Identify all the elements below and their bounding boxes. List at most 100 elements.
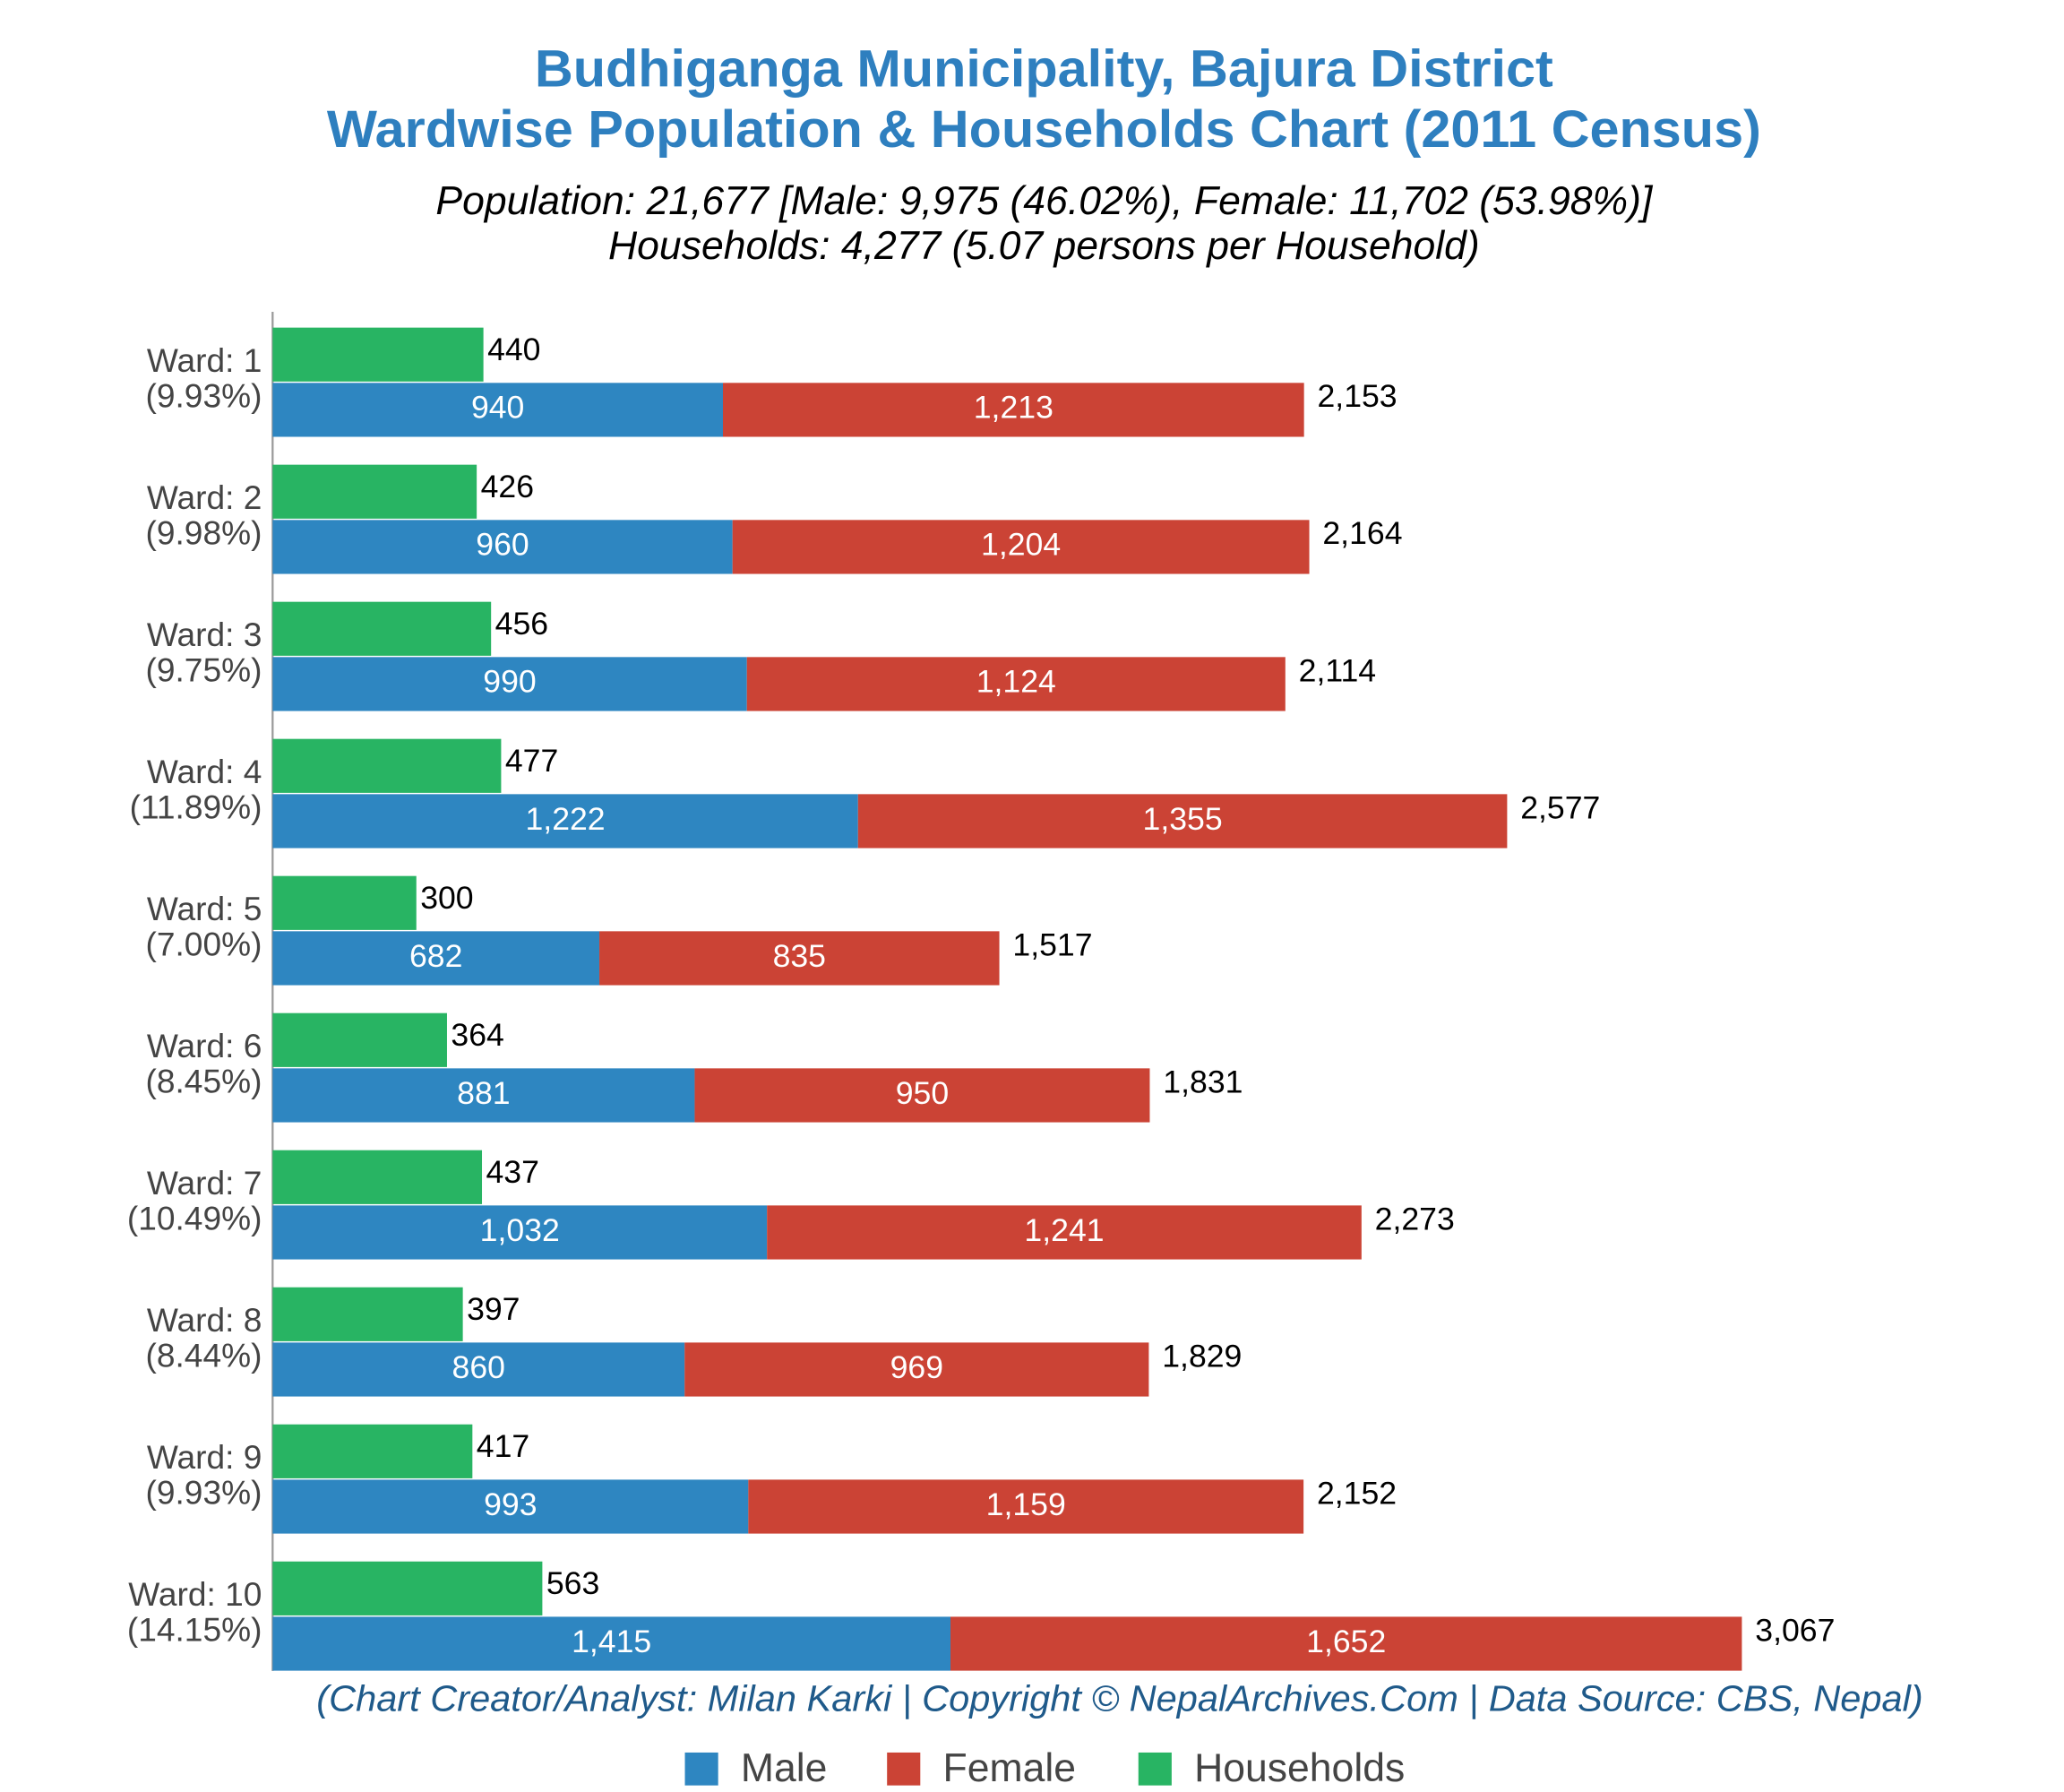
legend-label: Male	[741, 1746, 828, 1790]
data-label: 881	[457, 1075, 510, 1111]
data-label: 563	[546, 1565, 599, 1601]
subtitle: Population: 21,677 [Male: 9,975 (46.02%)…	[435, 179, 1654, 223]
y-tick-label: Ward: 3	[147, 616, 262, 653]
data-label: 1,204	[981, 527, 1061, 563]
bar	[272, 327, 484, 382]
bar	[272, 1342, 685, 1397]
y-tick-label: (11.89%)	[130, 789, 262, 826]
y-tick-label: (7.00%)	[146, 926, 262, 963]
subtitle: Households: 4,277 (5.07 persons per Hous…	[608, 224, 1480, 268]
data-label: 477	[505, 743, 558, 779]
data-label: 417	[477, 1428, 529, 1464]
bar	[272, 738, 502, 793]
y-tick-label: Ward: 1	[147, 342, 262, 379]
data-label: 835	[773, 938, 826, 974]
total-label: 2,152	[1317, 1475, 1397, 1511]
y-tick-label: Ward: 5	[147, 891, 262, 927]
data-label: 364	[451, 1017, 503, 1053]
bar	[599, 931, 1000, 986]
y-tick-label: (9.93%)	[146, 378, 262, 415]
bar	[272, 1561, 543, 1615]
bar	[732, 520, 1310, 574]
y-tick-label: Ward: 8	[147, 1302, 262, 1339]
data-label: 1,652	[1306, 1624, 1386, 1659]
bar	[272, 1150, 483, 1204]
data-label: 1,213	[974, 390, 1054, 426]
bar	[272, 464, 477, 519]
data-label: 1,355	[1143, 801, 1223, 837]
bar	[272, 875, 417, 930]
data-label: 682	[409, 938, 462, 974]
bar	[272, 1479, 749, 1534]
bar	[857, 794, 1508, 849]
data-label: 1,159	[986, 1486, 1066, 1522]
legend-swatch	[1138, 1752, 1172, 1786]
bar	[272, 1012, 447, 1067]
bar	[272, 1068, 695, 1123]
data-label: 426	[481, 469, 534, 504]
total-label: 2,577	[1520, 789, 1600, 825]
data-label: 1,222	[525, 801, 605, 837]
data-label: 993	[484, 1486, 537, 1522]
bar	[272, 931, 600, 986]
bar	[272, 657, 747, 711]
legend-label: Female	[943, 1746, 1076, 1790]
bar	[746, 657, 1286, 711]
total-label: 3,067	[1755, 1613, 1835, 1649]
bar	[272, 383, 723, 437]
data-label: 456	[495, 606, 548, 642]
data-label: 1,124	[976, 664, 1056, 700]
data-label: 969	[890, 1349, 943, 1385]
y-tick-label: (9.98%)	[146, 515, 262, 552]
bar	[748, 1479, 1304, 1534]
data-label: 960	[476, 527, 529, 563]
bar	[272, 520, 733, 574]
bar	[272, 794, 858, 849]
data-label: 950	[896, 1075, 949, 1111]
bar	[272, 601, 492, 656]
bar	[767, 1205, 1362, 1260]
y-tick-label: Ward: 9	[147, 1439, 262, 1476]
bar	[272, 1424, 473, 1478]
bar	[722, 383, 1304, 437]
total-label: 2,153	[1317, 378, 1397, 414]
data-label: 440	[487, 332, 540, 367]
total-label: 1,829	[1162, 1338, 1242, 1374]
total-label: 2,114	[1299, 652, 1376, 688]
data-label: 1,415	[572, 1624, 651, 1659]
y-tick-label: (9.75%)	[146, 652, 262, 689]
legend-swatch	[684, 1752, 718, 1786]
data-label: 437	[486, 1154, 538, 1190]
total-label: 1,831	[1163, 1064, 1243, 1099]
data-label: 990	[483, 664, 536, 700]
y-tick-label: (9.93%)	[146, 1475, 262, 1512]
y-tick-label: Ward: 6	[147, 1028, 262, 1064]
y-tick-label: Ward: 4	[147, 754, 262, 790]
bar	[950, 1616, 1742, 1671]
data-label: 397	[467, 1291, 520, 1327]
total-label: 1,517	[1012, 926, 1092, 962]
data-label: 860	[452, 1349, 505, 1385]
total-label: 2,164	[1322, 515, 1402, 551]
chart-title: Wardwise Population & Households Chart (…	[327, 99, 1761, 159]
y-tick-label: (10.49%)	[127, 1201, 262, 1237]
bar	[272, 1616, 951, 1671]
y-tick-label: (14.15%)	[127, 1612, 262, 1649]
chart-title: Budhiganga Municipality, Bajura District	[535, 39, 1553, 99]
data-label: 1,241	[1024, 1212, 1104, 1248]
y-tick-label: Ward: 7	[147, 1165, 262, 1202]
y-tick-label: (8.45%)	[146, 1064, 262, 1100]
data-label: 940	[471, 390, 524, 426]
legend-label: Households	[1194, 1746, 1405, 1790]
data-label: 300	[420, 880, 473, 916]
y-tick-label: Ward: 2	[147, 479, 262, 516]
y-tick-label: (8.44%)	[146, 1338, 262, 1374]
y-tick-label: Ward: 10	[128, 1576, 262, 1613]
bar	[272, 1205, 768, 1260]
total-label: 2,273	[1375, 1201, 1455, 1236]
bar	[684, 1342, 1149, 1397]
footer: (Chart Creator/Analyst: Milan Karki | Co…	[316, 1678, 1922, 1719]
bar	[694, 1068, 1150, 1123]
